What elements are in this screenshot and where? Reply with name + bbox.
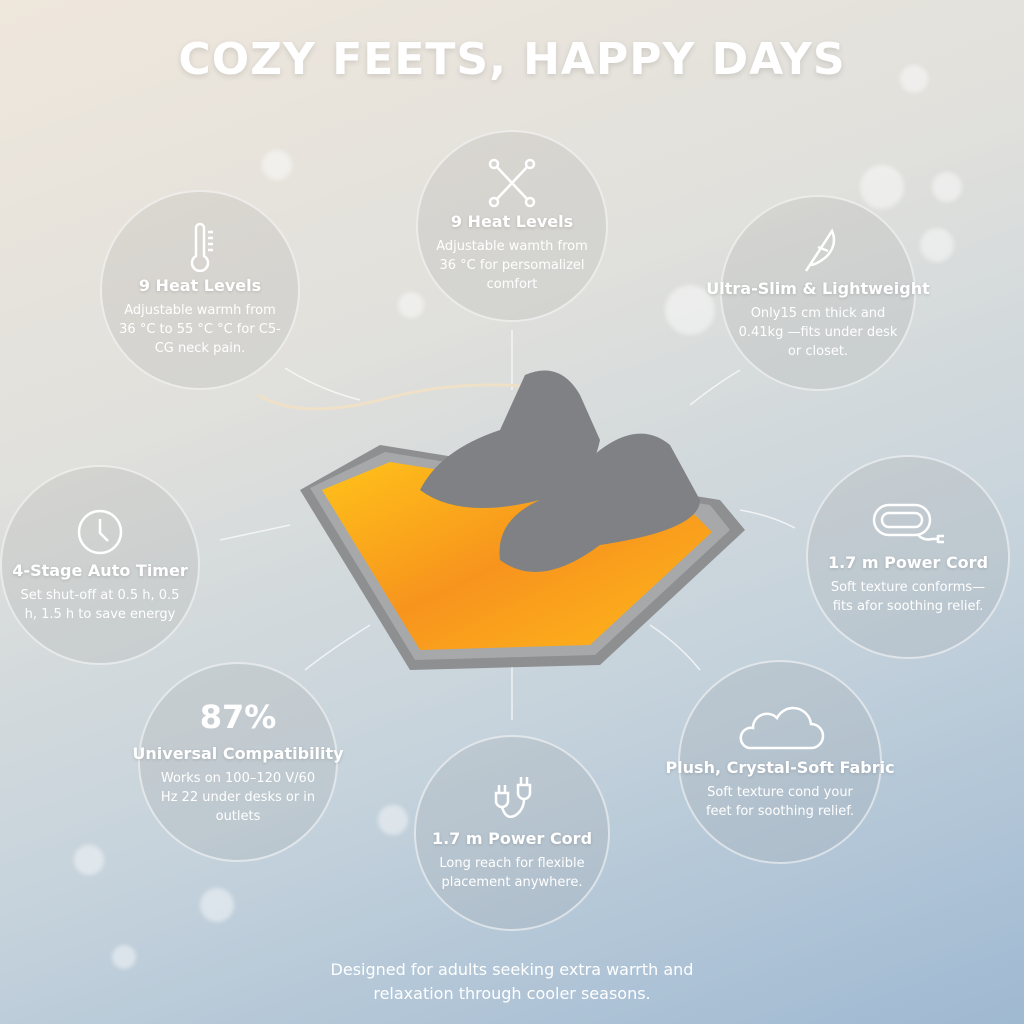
headline: COZY FEETS, HAPPY DAYS <box>178 34 846 85</box>
plugs-icon <box>494 776 532 818</box>
bokeh <box>398 292 424 318</box>
feature-text: Adjustable warmh from 36 °C to 55 °C °C … <box>119 303 281 356</box>
power-cable <box>257 383 541 411</box>
bokeh <box>860 165 904 209</box>
bokeh <box>920 228 954 262</box>
feature-power-cord-2: 1.7 m Power Cord Long reach for flexible… <box>414 735 610 931</box>
bokeh <box>200 888 234 922</box>
bokeh <box>900 65 928 93</box>
bokeh <box>262 150 292 180</box>
bokeh <box>932 172 962 202</box>
feature-plush-fabric: Plush, Crystal-Soft Fabric Soft texture … <box>665 660 895 864</box>
feature-title: 9 Heat Levels <box>138 276 262 295</box>
feature-heat-levels-2: 9 Heat Levels Adjustable wamth from 36 °… <box>416 130 608 322</box>
footer-caption: Designed for adults seeking extra warrth… <box>330 960 694 1003</box>
feature-heat-levels-1: 9 Heat Levels Adjustable warmh from 36 °… <box>100 190 300 390</box>
feature-title: Plush, Crystal-Soft Fabric <box>665 757 895 777</box>
feature-text: Set shut-off at 0.5 h, 0.5 h, 1.5 h to s… <box>20 587 180 622</box>
bokeh <box>74 845 104 875</box>
feature-text: Long reach for flexible placement anywhe… <box>439 855 585 890</box>
thermometer-icon <box>190 222 213 272</box>
feature-title: 4-Stage Auto Timer <box>12 560 188 580</box>
feature-universal-compatibility: 87% Universal Compatibility Works on 100… <box>132 662 344 862</box>
bokeh <box>665 285 715 335</box>
feature-auto-timer: 4-Stage Auto Timer Set shut-off at 0.5 h… <box>0 465 200 665</box>
slippers <box>420 370 700 572</box>
feature-text: Adjustable wamth from 36 °C for persomal… <box>436 239 588 292</box>
crossed-tools-icon <box>488 158 536 208</box>
feature-ultra-slim: Ultra-Slim & Lightweight Only15 cm thick… <box>706 195 930 391</box>
stat-value: 87% <box>199 698 277 736</box>
feather-icon <box>804 228 836 272</box>
connector-arrows <box>219 330 796 720</box>
feature-title: 9 Heat Levels <box>450 212 574 231</box>
clock-icon <box>77 509 123 554</box>
feature-power-cord-1: 1.7 m Power Cord Soft texture conforms—f… <box>806 455 1010 659</box>
feature-text: Works on 100–120 V/60 Hz 22 under desks … <box>160 771 316 824</box>
feature-title: 1.7 m Power Cord <box>827 552 989 572</box>
feature-text: Only15 cm thick and 0.41kg —fits under d… <box>738 306 898 359</box>
bokeh <box>378 805 408 835</box>
feature-title: Ultra-Slim & Lightweight <box>706 279 930 298</box>
feature-text: Soft texture conforms—fits afor soothing… <box>830 579 986 614</box>
feature-title: 1.7 m Power Cord <box>431 828 593 848</box>
feature-title: Universal Compatibility <box>132 744 344 763</box>
bokeh <box>112 945 136 969</box>
cloud-icon <box>739 706 825 749</box>
coiled-cord-icon <box>872 503 944 543</box>
feature-text: Soft texture cond your feet for soothing… <box>705 784 855 819</box>
